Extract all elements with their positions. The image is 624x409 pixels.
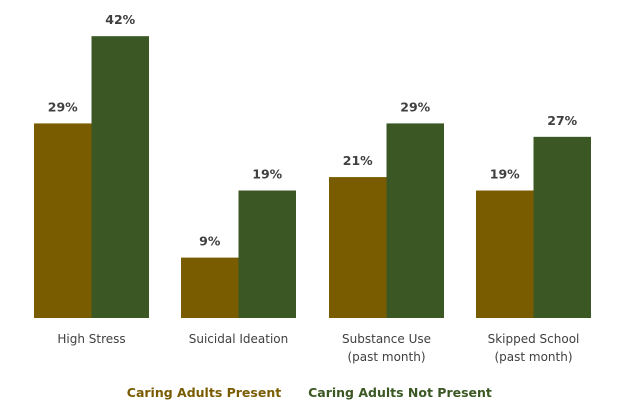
data-label: 27% [547,113,577,128]
bar-present-0 [34,123,92,318]
category-label: High Stress [57,332,125,346]
data-label: 9% [199,234,221,249]
bar-present-2 [329,177,387,318]
category-label: Skipped School [488,332,580,346]
data-label: 21% [343,153,373,168]
category-label: Substance Use [342,332,431,346]
category-label: (past month) [494,350,572,364]
bar-not-present-0 [91,36,149,319]
bar-not-present-3 [533,136,591,318]
bar-not-present-1 [238,190,296,318]
legend-item: Caring Adults Present [127,385,281,400]
data-label: 19% [252,167,282,182]
category-label: (past month) [347,350,425,364]
data-label: 29% [400,99,430,114]
category-label: Suicidal Ideation [189,332,289,346]
bar-not-present-2 [386,123,444,318]
bar-present-1 [181,257,239,318]
data-label: 42% [105,12,135,27]
data-label: 29% [48,99,78,114]
legend-item: Caring Adults Not Present [308,385,492,400]
data-label: 19% [490,167,520,182]
bar-present-3 [476,190,534,318]
